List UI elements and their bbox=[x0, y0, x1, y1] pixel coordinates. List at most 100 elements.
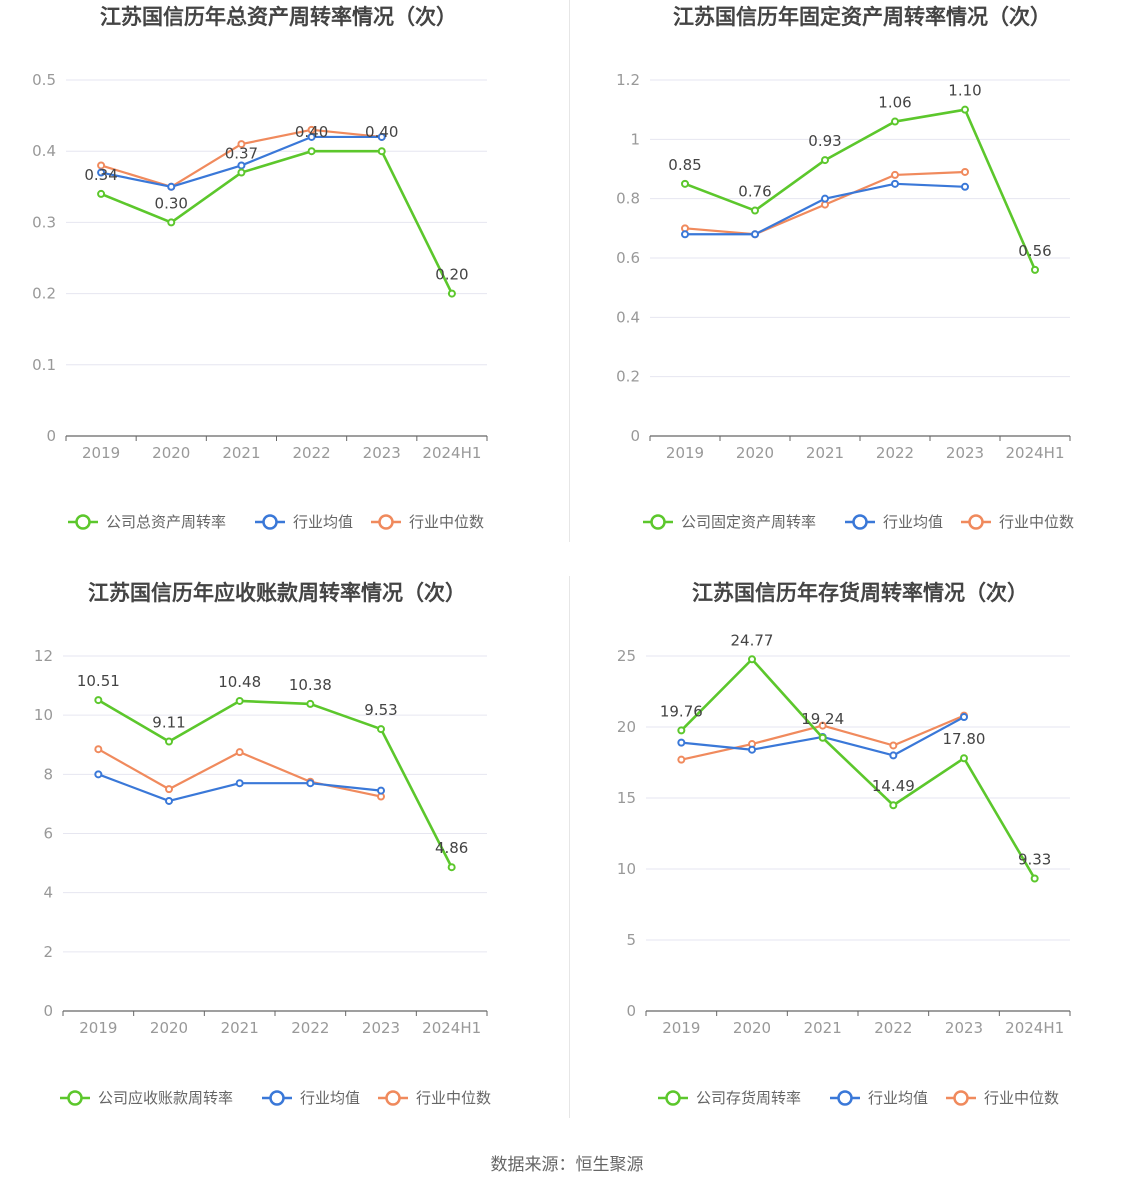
data-point-median[interactable] bbox=[94, 745, 103, 754]
data-point-company[interactable] bbox=[889, 801, 898, 810]
data-point-avg[interactable] bbox=[97, 168, 106, 177]
data-point-avg[interactable] bbox=[377, 786, 385, 795]
series-line-company bbox=[97, 698, 453, 868]
data-point-company[interactable] bbox=[748, 655, 756, 664]
circle-line-icon bbox=[852, 514, 868, 530]
data-point-company[interactable] bbox=[818, 733, 827, 742]
data-point-company[interactable] bbox=[165, 737, 173, 746]
y-tick-label: 8 bbox=[43, 765, 53, 783]
data-label: 9.11 bbox=[152, 713, 185, 731]
data-point-company[interactable] bbox=[447, 863, 456, 872]
y-tick-label: 0.4 bbox=[616, 308, 640, 326]
data-point-company[interactable] bbox=[237, 168, 246, 177]
data-point-company[interactable] bbox=[377, 725, 385, 734]
x-tick-label: 2019 bbox=[79, 1019, 117, 1037]
data-label: 17.80 bbox=[943, 730, 986, 748]
data-point-median[interactable] bbox=[235, 748, 244, 757]
data-point-company[interactable] bbox=[306, 699, 315, 708]
data-point-avg[interactable] bbox=[165, 796, 173, 805]
x-tick-label: 2024H1 bbox=[422, 444, 481, 462]
circle-line-icon bbox=[650, 514, 666, 530]
data-point-avg[interactable] bbox=[307, 132, 316, 141]
chart-3: 江苏国信历年应收账款周转率情况（次） 0 2 4 6 8 10 12 2019 2020 2021 2… bbox=[34, 581, 491, 1107]
data-point-company[interactable] bbox=[94, 696, 103, 705]
legend-item-company[interactable]: 公司存货周转率 bbox=[658, 1089, 801, 1107]
y-tick-label: 0.5 bbox=[32, 71, 56, 89]
data-point-avg[interactable] bbox=[960, 713, 968, 722]
data-point-median[interactable] bbox=[891, 170, 899, 179]
legend-label: 行业中位数 bbox=[416, 1089, 491, 1107]
data-point-company[interactable] bbox=[751, 206, 759, 215]
data-point-avg[interactable] bbox=[961, 182, 969, 191]
y-tick-label: 0 bbox=[630, 427, 640, 445]
data-point-avg[interactable] bbox=[306, 779, 315, 788]
data-point-avg[interactable] bbox=[681, 230, 689, 239]
chart-title: 江苏国信历年总资产周转率情况（次） bbox=[100, 5, 457, 29]
x-tick-label: 2024H1 bbox=[422, 1019, 481, 1037]
x-tick-label: 2019 bbox=[666, 444, 704, 462]
legend-item-avg[interactable]: 行业均值 bbox=[830, 1089, 928, 1107]
data-label: 0.40 bbox=[295, 123, 328, 141]
data-point-avg[interactable] bbox=[235, 779, 244, 788]
x-tick-label: 2022 bbox=[292, 444, 330, 462]
data-point-company[interactable] bbox=[1031, 265, 1039, 274]
circle-line-icon bbox=[378, 514, 394, 530]
data-point-avg[interactable] bbox=[167, 182, 176, 191]
data-point-company[interactable] bbox=[677, 726, 686, 735]
data-point-avg[interactable] bbox=[751, 230, 759, 239]
legend-item-median[interactable]: 行业中位数 bbox=[378, 1089, 491, 1107]
data-point-company[interactable] bbox=[307, 147, 316, 156]
data-point-avg[interactable] bbox=[891, 179, 899, 188]
data-point-median[interactable] bbox=[961, 167, 969, 176]
data-point-company[interactable] bbox=[821, 156, 829, 165]
data-point-avg[interactable] bbox=[377, 132, 386, 141]
legend-item-median[interactable]: 行业中位数 bbox=[961, 513, 1074, 531]
y-tick-label: 4 bbox=[43, 884, 53, 902]
y-tick-label: 10 bbox=[34, 706, 53, 724]
y-tick-label: 0.8 bbox=[616, 190, 640, 208]
x-tick-label: 2023 bbox=[362, 1019, 400, 1037]
x-tick-label: 2019 bbox=[82, 444, 120, 462]
data-point-median[interactable] bbox=[818, 721, 827, 730]
data-point-company[interactable] bbox=[891, 117, 899, 126]
data-point-company[interactable] bbox=[1030, 874, 1039, 883]
data-point-company[interactable] bbox=[961, 105, 969, 114]
y-tick-label: 0.1 bbox=[32, 356, 56, 374]
data-point-company[interactable] bbox=[97, 189, 106, 198]
data-point-median[interactable] bbox=[307, 125, 316, 134]
legend-item-avg[interactable]: 行业均值 bbox=[845, 513, 943, 531]
data-point-avg[interactable] bbox=[237, 161, 246, 170]
legend-item-avg[interactable]: 行业均值 bbox=[255, 513, 353, 531]
data-point-median[interactable] bbox=[677, 755, 686, 764]
legend-item-median[interactable]: 行业中位数 bbox=[371, 513, 484, 531]
legend-item-median[interactable]: 行业中位数 bbox=[946, 1089, 1059, 1107]
legend-item-company[interactable]: 公司总资产周转率 bbox=[68, 513, 226, 531]
data-point-avg[interactable] bbox=[94, 770, 103, 779]
legend-item-company[interactable]: 公司固定资产周转率 bbox=[643, 513, 816, 531]
data-point-company[interactable] bbox=[235, 696, 244, 705]
data-point-median[interactable] bbox=[97, 161, 106, 170]
data-point-company[interactable] bbox=[377, 147, 386, 156]
y-tick-label: 1.2 bbox=[616, 71, 640, 89]
chart-1: 江苏国信历年总资产周转率情况（次） 0 0.1 0.2 0.3 0.4 0.5 2019 202… bbox=[32, 5, 488, 531]
legend-label: 行业中位数 bbox=[409, 513, 484, 531]
data-point-company[interactable] bbox=[447, 289, 456, 298]
data-point-company[interactable] bbox=[960, 754, 968, 763]
data-point-median[interactable] bbox=[165, 785, 173, 794]
y-tick-label: 12 bbox=[34, 647, 53, 665]
series-line-avg bbox=[685, 182, 966, 236]
data-point-company[interactable] bbox=[167, 218, 176, 227]
data-point-company[interactable] bbox=[681, 179, 689, 188]
y-tick-label: 1 bbox=[630, 130, 640, 148]
data-point-median[interactable] bbox=[889, 741, 898, 750]
legend-item-company[interactable]: 公司应收账款周转率 bbox=[60, 1089, 233, 1107]
panel-divider-top bbox=[569, 0, 570, 542]
data-point-avg[interactable] bbox=[889, 751, 898, 760]
legend-item-avg[interactable]: 行业均值 bbox=[262, 1089, 360, 1107]
data-point-median[interactable] bbox=[237, 140, 246, 149]
x-tick-label: 2024H1 bbox=[1005, 1019, 1064, 1037]
circle-line-icon bbox=[67, 1090, 83, 1106]
data-point-avg[interactable] bbox=[677, 738, 686, 747]
data-point-avg[interactable] bbox=[748, 745, 756, 754]
data-point-avg[interactable] bbox=[821, 194, 829, 203]
